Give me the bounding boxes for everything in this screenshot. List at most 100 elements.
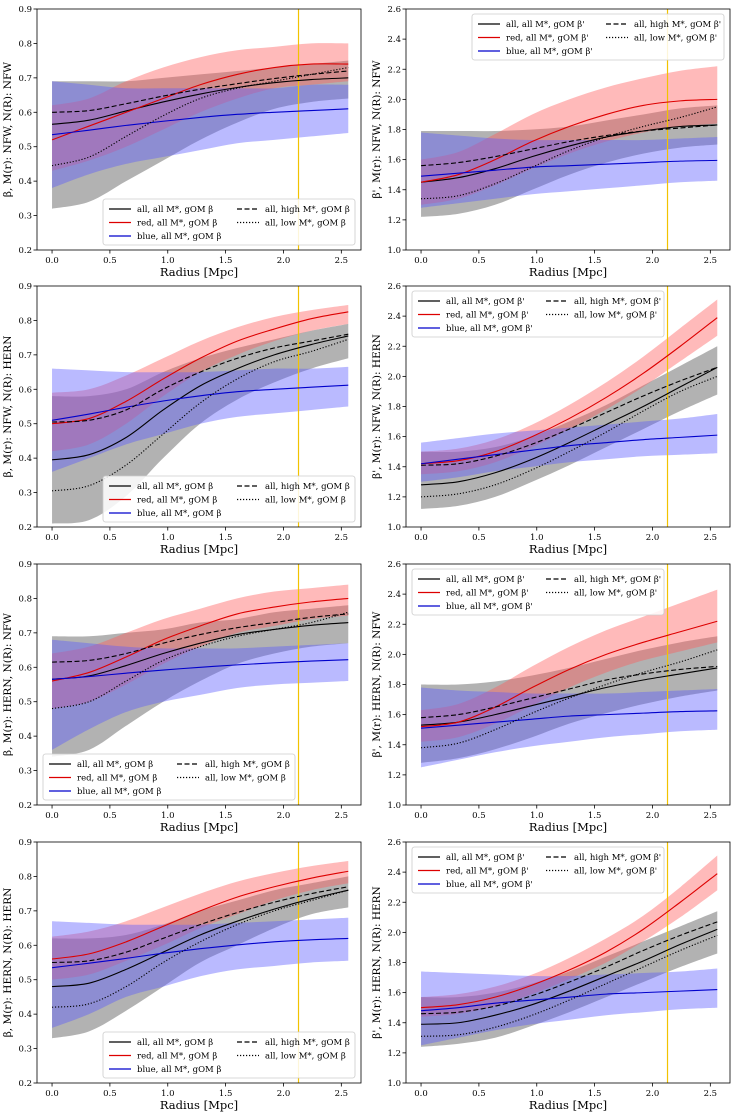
x-tick-label: 1.5 <box>219 256 233 266</box>
y-tick-label: 2.6 <box>387 282 401 292</box>
x-tick-label: 2.0 <box>646 256 660 266</box>
x-tick-label: 0.0 <box>414 256 428 266</box>
plot-area <box>420 564 718 805</box>
y-tick-label: 2.0 <box>387 372 401 382</box>
low-series-line <box>421 934 718 1037</box>
x-tick-label: 2.0 <box>646 1089 660 1099</box>
y-tick-label: 2.4 <box>387 35 401 45</box>
y-tick-label: 0.3 <box>18 1045 32 1055</box>
red-series-line <box>51 63 349 141</box>
legend-label-blue: blue, all M*, gOM β <box>137 232 221 242</box>
x-tick-label: 1.0 <box>530 256 544 266</box>
x-tick-label: 2.0 <box>277 1089 291 1099</box>
low-series-line <box>51 611 349 710</box>
red-series-line <box>420 317 718 465</box>
legend-label-high: all, high M*, gOM β <box>265 482 350 492</box>
y-tick-label: 0.7 <box>18 74 32 84</box>
plot-area <box>51 9 349 250</box>
x-tick-label: 0.5 <box>472 256 486 266</box>
legend-label-red: red, all M*, gOM β <box>137 1052 217 1062</box>
x-tick-label: 0.5 <box>103 256 117 266</box>
y-tick-label: 1.8 <box>387 681 401 691</box>
low-series-line <box>420 106 718 200</box>
x-axis-label: Radius [Mpc] <box>160 820 238 834</box>
x-tick-label: 0.0 <box>414 533 428 543</box>
y-axis-label: β', M(r): HERN, N(R): HERN <box>371 886 383 1038</box>
legend-label-low: all, low M*, gOM β <box>205 774 286 784</box>
y-tick-label: 1.4 <box>387 741 401 751</box>
panel-2: 0.0 0.5 1.0 1.5 2.0 2.5 1.0 1.2 1.4 1.6 1.8 2.0 2.2 2… <box>371 5 731 279</box>
all-confidence-band <box>421 346 718 509</box>
y-tick-label: 0.9 <box>18 838 32 848</box>
panel-7: 0.0 0.5 1.0 1.5 2.0 2.5 0.2 0.3 0.4 0.5 0.6 0.7 0.8 0… <box>2 838 362 1112</box>
legend-box <box>411 846 665 894</box>
plot-area <box>420 842 718 1083</box>
y-tick-label: 0.9 <box>18 5 32 15</box>
red-series-line <box>420 98 718 183</box>
x-tick-label: 1.0 <box>530 1089 544 1099</box>
blue-confidence-band <box>52 81 349 189</box>
x-tick-label: 2.5 <box>335 1089 349 1099</box>
y-tick-label: 0.8 <box>18 316 32 326</box>
y-tick-label: 0.8 <box>18 872 32 882</box>
legend-label-high: all, high M*, gOM β' <box>574 853 661 863</box>
y-tick-label: 2.0 <box>387 650 401 660</box>
blue-series-line <box>420 989 718 1012</box>
y-tick-label: 0.3 <box>18 767 32 777</box>
low-series-line <box>420 375 718 498</box>
legend-label-low: all, low M*, gOM β <box>265 1052 346 1062</box>
y-tick-label: 0.4 <box>18 454 32 464</box>
x-tick-label: 0.0 <box>414 1089 428 1099</box>
legend-label-red: red, all M*, gOM β <box>137 219 217 229</box>
y-tick-label: 0.8 <box>18 594 32 604</box>
y-tick-label: 1.6 <box>387 711 401 721</box>
y-tick-label: 0.7 <box>18 907 32 917</box>
blue-series-line <box>420 710 718 729</box>
y-tick-label: 0.5 <box>18 143 32 153</box>
low-series-line <box>420 649 718 749</box>
x-tick-label: 2.5 <box>335 533 349 543</box>
blue-series-line <box>420 434 718 465</box>
legend-label-all: all, all M*, gOM β <box>137 1038 213 1048</box>
x-tick-label: 1.0 <box>161 256 175 266</box>
legend-label-high: all, high M*, gOM β <box>265 1038 350 1048</box>
x-tick-label: 2.0 <box>277 256 291 266</box>
all-series-line <box>51 621 349 680</box>
red-confidence-band <box>52 43 349 171</box>
legend-label-low: all, low M*, gOM β <box>265 219 346 229</box>
legend-label-red: red, all M*, gOM β' <box>446 867 529 877</box>
y-tick-label: 0.4 <box>18 1010 32 1020</box>
legend-label-blue: blue, all M*, gOM β <box>137 1065 221 1075</box>
x-tick-label: 2.5 <box>335 256 349 266</box>
axes-frame <box>36 563 362 806</box>
x-tick-label: 1.5 <box>588 1089 602 1099</box>
legend: all, all M*, gOM β red, all M*, gOM β blue… <box>42 753 296 801</box>
blue-series-line <box>420 159 718 177</box>
x-tick-label: 1.5 <box>588 533 602 543</box>
y-tick-label: 1.0 <box>387 246 401 256</box>
y-tick-label: 0.6 <box>18 385 32 395</box>
red-series-line <box>420 620 718 728</box>
y-tick-label: 2.6 <box>387 5 401 15</box>
red-series-line <box>51 870 349 960</box>
legend-box <box>411 290 665 338</box>
high-series-line <box>52 613 349 663</box>
x-tick-label: 1.0 <box>161 533 175 543</box>
legend: all, all M*, gOM β' red, all M*, gOM β' bl… <box>411 290 665 338</box>
legend: all, all M*, gOM β' red, all M*, gOM β' bl… <box>471 13 725 61</box>
y-tick-label: 1.4 <box>387 463 401 473</box>
red-confidence-band <box>52 304 349 452</box>
all-confidence-band <box>52 876 349 1039</box>
y-tick-label: 1.2 <box>387 493 401 503</box>
red-series-line <box>420 873 718 1009</box>
plot-area <box>51 286 349 527</box>
y-tick-label: 0.2 <box>18 801 32 811</box>
low-series-line <box>51 338 349 492</box>
x-tick-label: 1.5 <box>588 256 602 266</box>
red-confidence-band <box>421 855 718 1017</box>
legend-label-all: all, all M*, gOM β' <box>446 853 525 863</box>
legend-label-all: all, all M*, gOM β' <box>446 297 525 307</box>
y-tick-label: 1.8 <box>387 403 401 413</box>
panel-3: 0.0 0.5 1.0 1.5 2.0 2.5 0.2 0.3 0.4 0.5 0.6 0.7 0.8 0… <box>2 282 362 556</box>
all-series-line <box>420 366 718 486</box>
